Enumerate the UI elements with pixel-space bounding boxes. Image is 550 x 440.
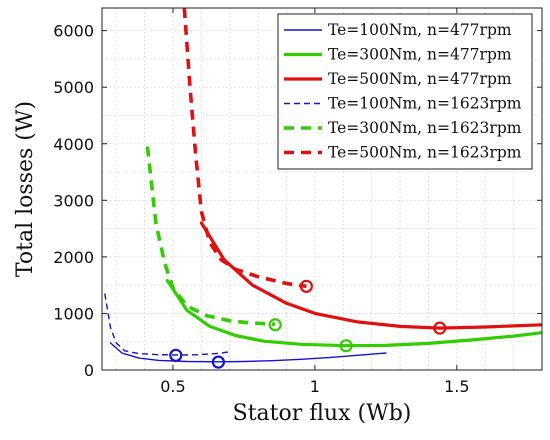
axes-box xyxy=(101,7,543,371)
optimum-marker xyxy=(169,348,183,362)
legend-entry: Te=300Nm, n=477rpm xyxy=(328,46,512,64)
x-tick-label: 1.5 xyxy=(444,377,469,396)
optimum-marker xyxy=(433,321,447,335)
series-4 xyxy=(104,293,230,362)
series-line xyxy=(145,146,276,326)
legend: Te=100Nm, n=477rpm Te=300Nm, n=477rpm Te=5… xyxy=(277,13,533,170)
y-tick-label: 4000 xyxy=(53,135,94,154)
optimum-marker xyxy=(211,355,225,369)
y-tick-label: 3000 xyxy=(53,191,94,210)
series-line xyxy=(165,279,542,348)
plot-area xyxy=(104,8,542,369)
optimum-marker xyxy=(299,279,313,293)
y-axis-title: Total losses (W) xyxy=(13,101,38,277)
series-6 xyxy=(182,8,313,293)
legend-entry: Te=100Nm, n=477rpm xyxy=(328,21,512,39)
y-tick-label: 2000 xyxy=(53,248,94,267)
x-tick-label: 1 xyxy=(310,377,320,396)
x-axis-title: Stator flux (Wb) xyxy=(233,401,412,426)
series-3 xyxy=(199,221,542,335)
series-1 xyxy=(109,342,387,369)
legend-entry: Te=300Nm, n=1623rpm xyxy=(328,119,522,137)
optimum-marker xyxy=(339,339,353,353)
y-tick-label: 0 xyxy=(84,361,94,380)
legend-entry: Te=100Nm, n=1623rpm xyxy=(328,95,522,113)
series-line xyxy=(199,221,542,330)
series-5 xyxy=(145,146,282,332)
legend-entry: Te=500Nm, n=1623rpm xyxy=(328,144,522,162)
legend-entry: Te=500Nm, n=477rpm xyxy=(328,70,512,88)
x-tick-label: 0.5 xyxy=(160,377,185,396)
optimum-marker xyxy=(268,318,282,332)
legend-box xyxy=(277,13,533,170)
series-line xyxy=(182,8,307,289)
y-tick-label: 5000 xyxy=(53,78,94,97)
ticks: 0.5 1 1.5 0 1000 2000 3000 4000 5000 6000 xyxy=(53,8,542,396)
series-line xyxy=(109,342,387,363)
y-tick-label: 6000 xyxy=(53,22,94,41)
y-tick-label: 1000 xyxy=(53,304,94,323)
series-2 xyxy=(165,279,542,353)
series-line xyxy=(104,293,230,356)
